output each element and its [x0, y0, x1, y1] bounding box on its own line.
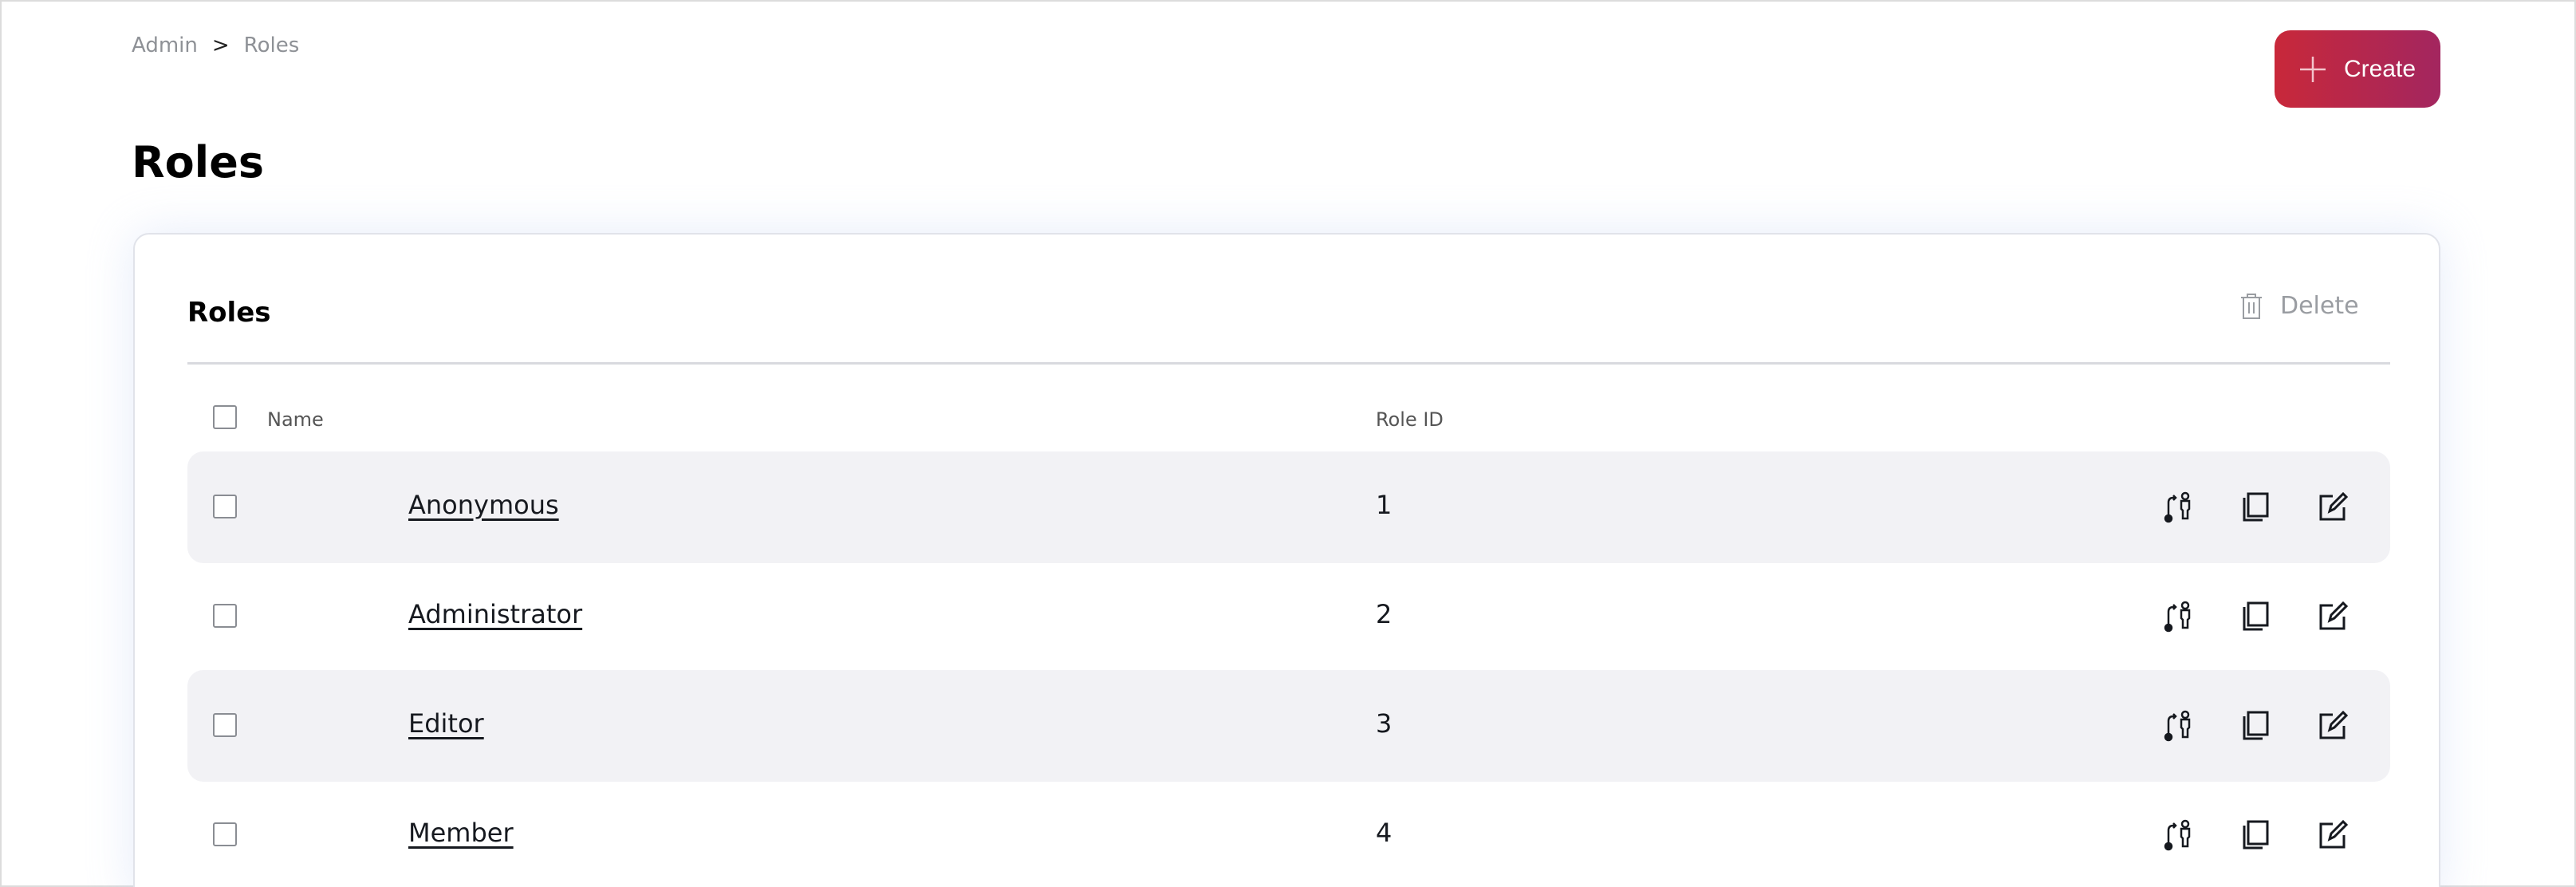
role-id: 1	[1376, 490, 1392, 520]
assign-users-icon[interactable]	[2164, 601, 2196, 633]
role-name-link[interactable]: Editor	[408, 708, 484, 739]
copy-icon[interactable]	[2240, 601, 2272, 633]
column-name: Name	[267, 408, 324, 431]
table-row: Editor 3	[187, 670, 2390, 782]
role-id: 3	[1376, 708, 1392, 739]
delete-label: Delete	[2280, 292, 2359, 320]
table-header: Name Role ID	[187, 386, 2390, 450]
row-checkbox[interactable]	[213, 604, 237, 628]
breadcrumb-roles: Roles	[243, 34, 300, 57]
role-name-link[interactable]: Anonymous	[408, 490, 559, 520]
table-row: Anonymous 1	[187, 451, 2390, 563]
card-title: Roles	[187, 297, 271, 329]
table-row: Member 4	[187, 779, 2390, 887]
role-id: 4	[1376, 818, 1392, 848]
divider	[187, 362, 2390, 365]
assign-users-icon[interactable]	[2164, 491, 2196, 523]
delete-button[interactable]: Delete	[2240, 292, 2359, 320]
edit-icon[interactable]	[2317, 819, 2349, 851]
breadcrumb-admin[interactable]: Admin	[132, 34, 198, 57]
select-all-checkbox[interactable]	[213, 405, 237, 429]
row-checkbox[interactable]	[213, 713, 237, 737]
edit-icon[interactable]	[2317, 491, 2349, 523]
column-role-id: Role ID	[1376, 408, 1444, 431]
edit-icon[interactable]	[2317, 710, 2349, 742]
assign-users-icon[interactable]	[2164, 710, 2196, 742]
role-id: 2	[1376, 599, 1392, 629]
table-row: Administrator 2	[187, 561, 2390, 672]
row-checkbox[interactable]	[213, 822, 237, 846]
trash-icon	[2241, 293, 2262, 319]
create-button[interactable]: Create	[2275, 30, 2440, 108]
page-title: Roles	[132, 137, 264, 187]
plus-icon	[2299, 56, 2326, 82]
edit-icon[interactable]	[2317, 601, 2349, 633]
create-label: Create	[2343, 55, 2416, 82]
row-checkbox[interactable]	[213, 495, 237, 518]
role-name-link[interactable]: Administrator	[408, 599, 583, 629]
breadcrumb: Admin > Roles	[132, 34, 299, 57]
breadcrumb-separator: >	[211, 34, 230, 57]
assign-users-icon[interactable]	[2164, 819, 2196, 851]
role-name-link[interactable]: Member	[408, 818, 514, 848]
copy-icon[interactable]	[2240, 819, 2272, 851]
roles-card: Roles Delete Name Role ID Anonymous 1 Ad…	[133, 233, 2440, 887]
copy-icon[interactable]	[2240, 491, 2272, 523]
copy-icon[interactable]	[2240, 710, 2272, 742]
